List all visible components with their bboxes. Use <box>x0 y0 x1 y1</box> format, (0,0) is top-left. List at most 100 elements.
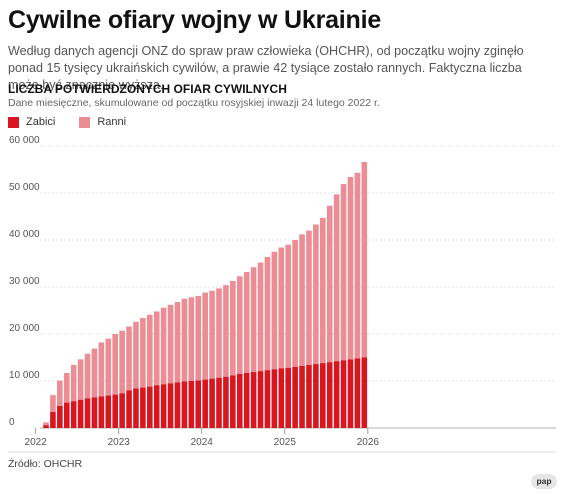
bar-killed <box>250 372 257 428</box>
bar-killed <box>243 373 250 428</box>
bar-injured <box>223 285 229 377</box>
bar-injured <box>285 244 291 368</box>
bar-killed <box>133 388 139 428</box>
bar-injured <box>326 205 333 363</box>
bar-injured <box>264 256 271 371</box>
bar-injured <box>153 311 160 386</box>
bar-killed <box>98 396 105 428</box>
bar-killed <box>209 378 215 428</box>
bar-killed <box>119 393 125 428</box>
bar-injured <box>126 326 132 391</box>
bar-killed <box>333 361 340 428</box>
source-note: Źródło: OHCHR <box>8 458 83 470</box>
chart-legend: Zabici Ranni <box>8 116 150 128</box>
bar-killed <box>84 398 91 428</box>
y-tick-label: 60 000 <box>9 135 40 146</box>
bar-injured <box>57 380 63 406</box>
x-tick-label: 2026 <box>357 437 380 448</box>
bar-killed <box>236 373 243 428</box>
bar-killed <box>181 381 188 428</box>
bar-killed <box>361 357 368 428</box>
bar-injured <box>340 184 347 361</box>
bar-injured <box>250 267 257 373</box>
bar-injured <box>236 276 243 374</box>
pap-logo: pap <box>531 474 557 489</box>
bar-killed <box>112 394 118 428</box>
bar-killed <box>140 387 146 428</box>
bar-killed <box>326 362 333 428</box>
bar-injured <box>271 251 278 370</box>
bar-killed <box>264 370 271 428</box>
legend-item-killed: Zabici <box>8 116 55 128</box>
bar-injured <box>63 373 70 403</box>
bar-injured <box>112 334 118 395</box>
bar-killed <box>91 397 98 428</box>
bar-injured <box>202 292 208 380</box>
bar-killed <box>195 380 202 428</box>
bar-killed <box>202 379 208 428</box>
bar-injured <box>70 365 77 402</box>
bar-killed <box>63 402 70 428</box>
bar-killed <box>160 384 167 428</box>
bar-injured <box>119 330 125 394</box>
bar-killed <box>174 382 181 428</box>
bar-injured <box>299 234 305 366</box>
bar-killed <box>147 386 153 428</box>
bar-injured <box>43 422 49 426</box>
bar-injured <box>333 194 340 362</box>
x-tick-label: 2024 <box>191 437 214 448</box>
y-tick-label: 20 000 <box>9 323 40 334</box>
x-tick-label: 2025 <box>274 437 297 448</box>
bar-killed <box>271 369 278 428</box>
bar-killed <box>320 363 326 428</box>
bar-injured <box>243 271 250 374</box>
legend-label-killed: Zabici <box>26 116 56 128</box>
intro-text: Według danych agencji ONZ do spraw praw … <box>8 44 524 92</box>
chart-subtitle: Dane miesięczne, skumulowane od początku… <box>8 97 380 109</box>
bar-killed <box>77 399 84 428</box>
y-tick-label: 50 000 <box>9 182 40 193</box>
bar-killed <box>70 401 77 428</box>
bar-killed <box>340 360 347 428</box>
bar-injured <box>257 262 264 372</box>
bar-killed <box>188 381 195 428</box>
bar-injured <box>174 302 181 383</box>
chart-heading: LICZBA POTWIERDZONYCH OFIAR CYWILNYCH <box>8 82 287 96</box>
bar-injured <box>306 230 312 366</box>
bar-injured <box>91 348 98 398</box>
bar-injured <box>77 359 84 400</box>
bar-killed <box>57 405 63 428</box>
bar-injured <box>105 338 112 396</box>
bar-injured <box>347 177 354 360</box>
bar-injured <box>84 353 91 399</box>
bar-killed <box>278 368 285 428</box>
legend-label-injured: Ranni <box>97 116 127 128</box>
y-tick-label: 30 000 <box>9 276 40 287</box>
bar-injured <box>209 290 215 379</box>
bar-injured <box>361 161 368 358</box>
y-tick-label: 10 000 <box>9 370 40 381</box>
bar-injured <box>292 240 298 367</box>
bar-injured <box>181 298 188 382</box>
bar-killed <box>285 367 291 428</box>
bar-killed <box>43 425 49 428</box>
bar-injured <box>313 224 319 365</box>
bar-killed <box>126 390 132 428</box>
y-tick-label: 0 <box>9 417 15 428</box>
bar-killed <box>299 365 305 428</box>
bar-killed <box>50 412 56 428</box>
bar-injured <box>160 307 167 385</box>
bar-killed <box>292 366 298 428</box>
bar-killed <box>306 365 312 428</box>
bar-injured <box>188 297 195 381</box>
bar-killed <box>230 375 236 428</box>
bar-injured <box>50 395 56 413</box>
bar-injured <box>230 280 236 376</box>
bar-injured <box>278 247 285 369</box>
bar-injured <box>140 318 146 388</box>
bar-killed <box>153 385 160 428</box>
bar-injured <box>133 321 139 389</box>
bar-killed <box>216 377 222 428</box>
x-tick-label: 2022 <box>25 437 48 448</box>
